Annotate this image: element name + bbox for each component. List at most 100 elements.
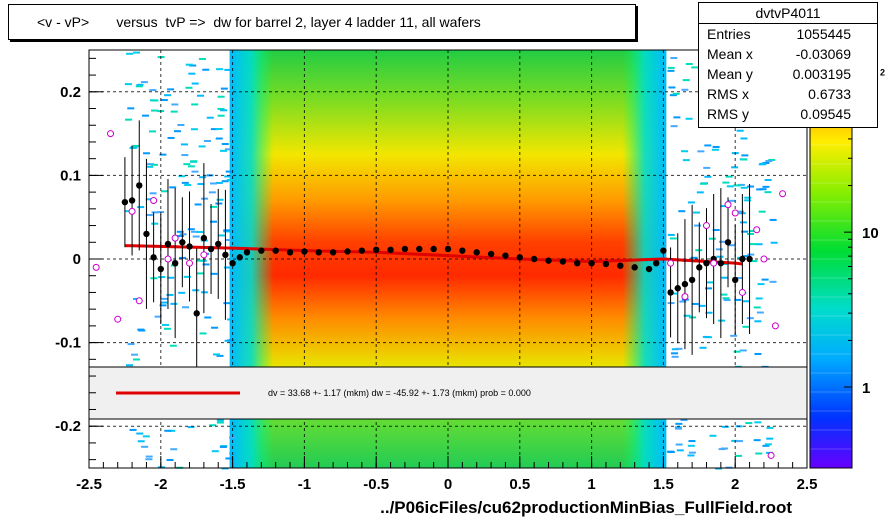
sparse-cell <box>755 297 763 300</box>
sparse-cell <box>699 346 707 349</box>
sparse-cell <box>735 277 743 280</box>
sparse-cell <box>141 114 149 117</box>
y-tick-label: 0.2 <box>60 84 81 101</box>
sparse-cell <box>770 241 778 244</box>
open-point <box>731 209 739 217</box>
stats-key: Mean y <box>707 66 753 82</box>
sparse-cell <box>211 326 219 329</box>
sparse-cell <box>219 445 227 448</box>
sparse-cell <box>160 190 168 193</box>
sparse-cell <box>741 154 749 157</box>
sparse-cell <box>221 143 229 146</box>
sparse-cell <box>137 328 145 331</box>
sparse-cell <box>225 457 233 460</box>
profile-point <box>121 198 129 206</box>
sparse-cell <box>167 136 175 139</box>
sparse-cell <box>741 230 749 233</box>
x-axis-title: ../P06icFiles/cu62productionMinBias_Full… <box>380 498 792 517</box>
profile-point <box>516 254 523 261</box>
sparse-cell <box>718 448 726 451</box>
sparse-cell <box>737 183 745 186</box>
sparse-cell <box>769 218 777 221</box>
sparse-cell <box>217 234 225 237</box>
stats-box: dvtvP4011 Entries 1055445 Mean x -0.03069 … <box>698 2 878 128</box>
sparse-cell <box>124 83 132 86</box>
sparse-cell <box>769 280 777 283</box>
sparse-cell <box>720 293 728 296</box>
sparse-cell <box>691 66 699 69</box>
sparse-cell <box>765 160 773 163</box>
open-point <box>135 297 143 305</box>
sparse-cell <box>133 51 141 54</box>
open-point <box>681 293 689 301</box>
sparse-cell <box>747 232 755 235</box>
sparse-cell <box>223 302 231 305</box>
sparse-cell <box>164 94 172 97</box>
sparse-cell <box>712 229 720 232</box>
sparse-cell <box>132 358 140 361</box>
chart-title: <v - vP> versus tvP => dw for barrel 2, … <box>37 14 481 30</box>
sparse-cell <box>750 260 758 263</box>
profile-point <box>243 249 251 256</box>
sparse-cell <box>216 68 224 71</box>
sparse-cell <box>160 99 168 102</box>
sparse-cell <box>210 128 218 131</box>
profile-point <box>344 248 351 255</box>
sparse-cell <box>177 235 185 238</box>
sparse-cell <box>217 107 225 110</box>
x-tick-label: -2 <box>154 476 167 493</box>
sparse-cell <box>161 297 169 300</box>
profile-point <box>732 276 739 284</box>
open-point <box>779 190 787 198</box>
sparse-cell <box>176 230 184 233</box>
sparse-cell <box>698 304 706 307</box>
sparse-cell <box>143 152 151 155</box>
sparse-cell <box>675 427 683 430</box>
profile-point <box>545 257 552 264</box>
sparse-cell <box>740 137 748 140</box>
sparse-cell <box>733 350 741 353</box>
open-point <box>164 255 172 263</box>
sparse-cell <box>182 306 190 309</box>
sparse-cell <box>667 69 675 72</box>
sparse-cell <box>730 334 738 337</box>
sparse-cell <box>705 287 713 290</box>
sparse-cell <box>759 162 767 165</box>
sparse-cell <box>736 210 744 213</box>
sparse-cell <box>220 87 228 90</box>
open-point <box>753 226 761 234</box>
sparse-cell <box>220 109 228 112</box>
profile-point <box>258 247 265 254</box>
open-point <box>114 315 122 323</box>
sparse-cell <box>126 52 134 55</box>
sparse-cell <box>716 255 724 258</box>
y-tick-label: 0 <box>73 251 81 268</box>
sparse-cell <box>764 443 772 446</box>
sparse-cell <box>201 197 209 200</box>
sparse-cell <box>151 99 159 102</box>
x-tick-label: 1.5 <box>653 476 674 493</box>
sparse-cell <box>747 185 755 188</box>
sparse-cell <box>178 291 186 294</box>
profile-point <box>136 182 143 189</box>
sparse-cell <box>177 124 185 127</box>
sparse-cell <box>764 191 772 194</box>
sparse-cell <box>715 467 723 470</box>
sparse-cell <box>200 291 208 294</box>
y-tick-label: -0.2 <box>55 418 81 435</box>
stats-row: Mean y 0.003195 <box>699 64 877 84</box>
sparse-cell <box>756 188 764 191</box>
sparse-cell <box>145 455 153 458</box>
sparse-cell <box>183 275 191 278</box>
sparse-cell <box>669 94 677 97</box>
sparse-cell <box>755 243 763 246</box>
sparse-cell <box>192 289 200 292</box>
profile-point <box>746 255 753 263</box>
x-tick-label: -2.5 <box>76 476 102 493</box>
sparse-cell <box>764 179 772 182</box>
sparse-cell <box>168 429 176 432</box>
sparse-cell <box>755 452 763 455</box>
sparse-cell <box>210 182 218 185</box>
sparse-cell <box>215 127 223 130</box>
sparse-cell <box>159 304 167 307</box>
